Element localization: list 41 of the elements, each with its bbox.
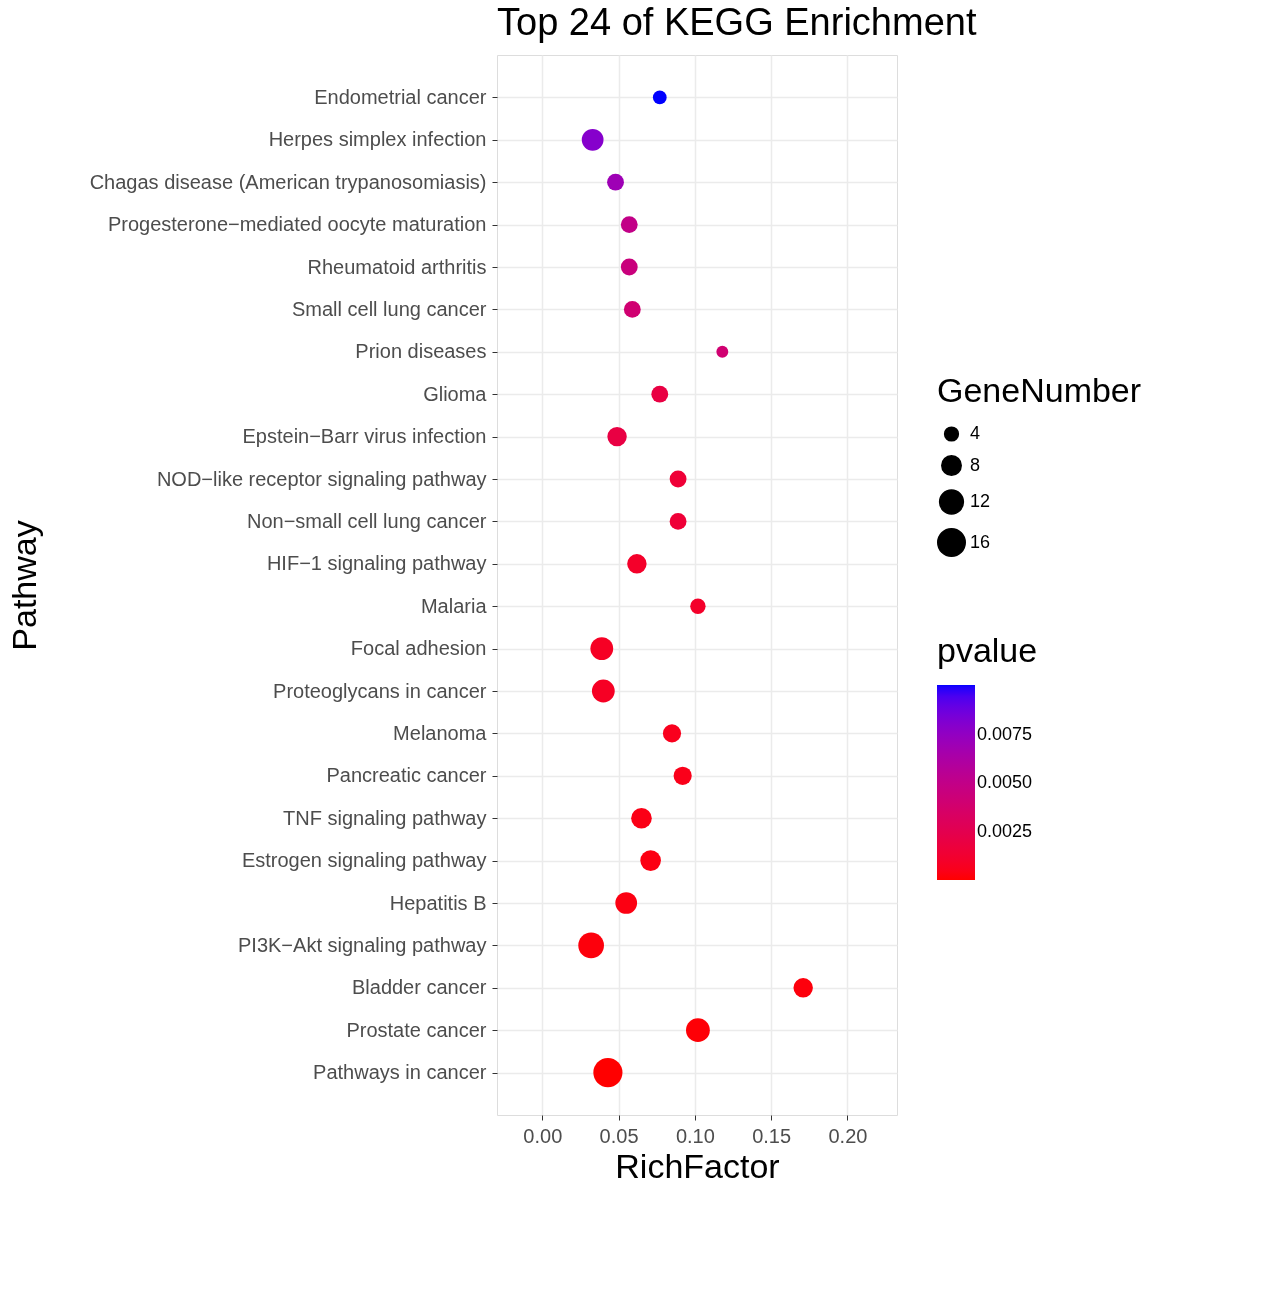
- color-bar-title: pvalue: [937, 631, 1038, 669]
- y-tick-label: HIF−1 signaling pathway: [266, 552, 487, 575]
- y-tick-label: Glioma: [423, 382, 488, 405]
- legend-label: 16: [970, 531, 991, 552]
- y-tick-label: Epstein−Barr virus infection: [242, 425, 487, 448]
- y-tick-label: Rheumatoid arthritis: [307, 255, 487, 278]
- legend-title: GeneNumber: [937, 371, 1142, 409]
- x-tick-label: 0.00: [523, 1124, 563, 1147]
- y-tick-label: Malaria: [420, 594, 488, 617]
- y-tick-label: PI3K−Akt signaling pathway: [238, 933, 487, 956]
- color-bar-label: 0.0050: [977, 772, 1033, 793]
- x-tick-label: 0.10: [675, 1124, 715, 1147]
- y-tick-label: Bladder cancer: [351, 976, 487, 999]
- y-axis-title: Pathway: [4, 520, 43, 651]
- y-tick-label: Progesterone−mediated oocyte maturation: [107, 213, 487, 236]
- y-tick-label: NOD−like receptor signaling pathway: [156, 467, 487, 490]
- x-tick-label: 0.05: [599, 1124, 639, 1147]
- legend-label: 8: [970, 454, 981, 475]
- y-tick-label: Endometrial cancer: [314, 85, 487, 108]
- y-tick-label: Hepatitis B: [389, 891, 487, 914]
- y-tick-label: Estrogen signaling pathway: [241, 849, 487, 872]
- y-tick-label: Focal adhesion: [350, 637, 487, 660]
- legend-label: 12: [970, 491, 991, 511]
- y-tick-label: Proteoglycans in cancer: [273, 679, 487, 702]
- y-tick-label: TNF signaling pathway: [283, 806, 487, 829]
- x-tick-label: 0.15: [752, 1124, 792, 1147]
- y-tick-label: Non−small cell lung cancer: [246, 509, 487, 532]
- y-tick-label: Small cell lung cancer: [291, 297, 487, 320]
- x-tick-label: 0.20: [828, 1124, 868, 1147]
- y-tick-label: Herpes simplex infection: [268, 128, 487, 151]
- color-bar-label: 0.0075: [977, 724, 1033, 745]
- chart-title: Top 24 of KEGG Enrichment: [497, 1, 977, 43]
- y-tick-label: Melanoma: [393, 721, 488, 744]
- color-bar-label: 0.0025: [977, 820, 1033, 841]
- y-tick-label: Prion diseases: [355, 340, 487, 363]
- y-tick-label: Pathways in cancer: [313, 1061, 487, 1084]
- y-tick-label: Prostate cancer: [346, 1018, 487, 1041]
- legend-label: 4: [970, 423, 981, 443]
- y-tick-label: Chagas disease (American trypanosomiasis): [89, 170, 487, 193]
- y-tick-label: Pancreatic cancer: [326, 764, 487, 787]
- x-axis-title: RichFactor: [615, 1146, 780, 1185]
